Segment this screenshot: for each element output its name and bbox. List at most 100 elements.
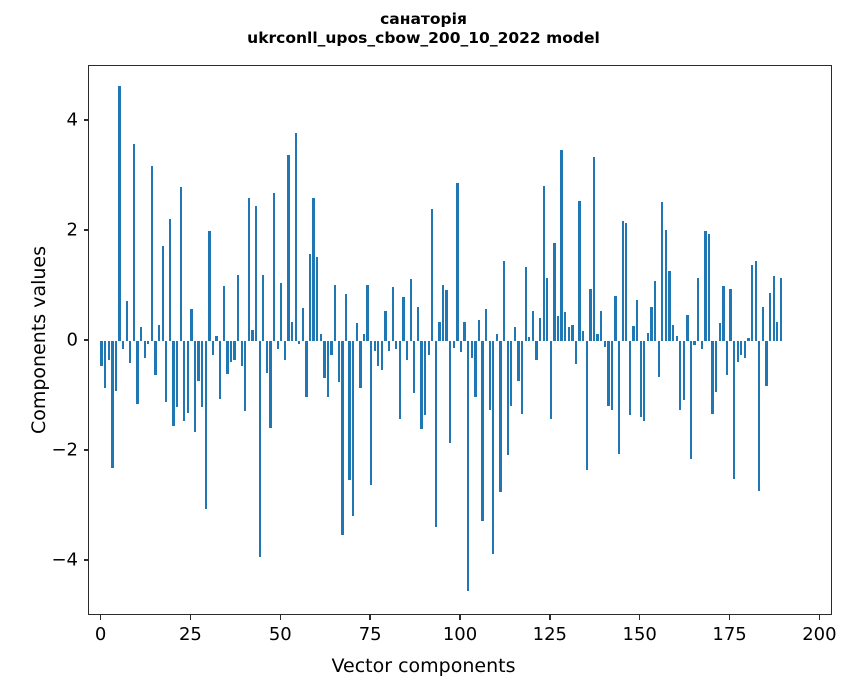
bar: [204, 341, 207, 509]
bar: [556, 316, 560, 341]
bar: [287, 155, 290, 341]
bar: [488, 341, 491, 410]
bar: [697, 277, 700, 341]
bar: [183, 341, 186, 421]
bar: [679, 341, 682, 410]
bar: [136, 341, 139, 405]
bar: [413, 341, 416, 394]
bar: [334, 284, 337, 341]
bar: [650, 306, 653, 341]
bar: [348, 341, 351, 480]
bar: [193, 341, 197, 432]
bar: [776, 321, 779, 341]
bar: [215, 335, 218, 341]
bar: [427, 341, 430, 355]
bar: [675, 335, 678, 341]
bar: [495, 334, 499, 341]
bar: [689, 341, 693, 460]
bar: [434, 341, 437, 527]
bar: [502, 261, 506, 341]
bar: [280, 283, 283, 341]
bar: [416, 306, 420, 341]
bar: [168, 218, 172, 341]
bar: [254, 206, 258, 341]
bar: [492, 341, 495, 555]
bar: [330, 341, 333, 355]
bar: [125, 301, 128, 341]
bar: [715, 341, 718, 392]
bar: [308, 254, 312, 341]
bar: [362, 334, 366, 341]
bar: [283, 341, 287, 361]
bar: [402, 297, 405, 341]
bar: [265, 341, 269, 373]
bar: [517, 341, 520, 381]
bar: [391, 287, 394, 341]
y-tick-label: 0: [66, 329, 78, 351]
x-tick-label: 25: [178, 624, 202, 645]
bar: [452, 341, 455, 348]
bar: [276, 341, 279, 350]
bar: [269, 341, 272, 428]
bar: [147, 341, 150, 344]
bar: [700, 341, 703, 350]
y-tick-mark: [83, 339, 88, 341]
bar: [395, 341, 398, 350]
x-tick-label: 200: [802, 624, 837, 645]
x-tick-label: 50: [268, 624, 292, 645]
bar: [298, 341, 301, 344]
bar: [186, 341, 189, 413]
bar: [567, 327, 570, 341]
bar: [226, 341, 229, 374]
y-tick-label: 4: [66, 109, 78, 131]
bar: [369, 341, 373, 486]
bar: [725, 341, 729, 376]
bar: [686, 314, 689, 341]
x-tick-mark: [99, 615, 102, 620]
bar: [520, 341, 524, 414]
bar: [229, 341, 233, 362]
bar: [761, 306, 765, 341]
bar: [564, 312, 567, 341]
bar: [718, 323, 721, 341]
x-tick-mark: [459, 615, 461, 620]
plot-axes-frame: [88, 65, 832, 615]
x-tick-label: 0: [94, 624, 107, 645]
bar: [337, 341, 340, 383]
bar: [546, 277, 549, 341]
bar: [111, 341, 114, 468]
bar: [603, 341, 606, 347]
y-tick-mark: [83, 559, 88, 561]
bar: [290, 321, 294, 341]
bar: [233, 341, 236, 361]
bar: [635, 299, 639, 341]
bar: [121, 341, 125, 350]
bars-plot-area: [89, 66, 831, 614]
bar: [653, 280, 657, 341]
bar: [420, 341, 423, 429]
bar: [750, 265, 754, 341]
bar: [736, 341, 739, 362]
bar: [589, 288, 592, 341]
bar: [258, 341, 261, 557]
bar: [326, 341, 330, 398]
chart-title-line-1: санаторія: [380, 10, 467, 28]
bar: [247, 198, 251, 341]
bar: [208, 231, 211, 341]
bar: [316, 257, 319, 341]
bar: [768, 292, 772, 341]
bar: [743, 341, 747, 358]
bar: [355, 323, 358, 341]
bar: [481, 341, 484, 522]
bar: [600, 310, 603, 341]
bar: [352, 341, 355, 516]
bar: [754, 261, 757, 341]
x-tick-mark: [639, 615, 641, 620]
bar: [779, 277, 783, 341]
bar: [574, 341, 578, 365]
bar: [305, 341, 308, 398]
bar: [456, 182, 459, 341]
bar: [531, 310, 535, 341]
bar: [262, 275, 265, 341]
bar: [571, 324, 574, 341]
